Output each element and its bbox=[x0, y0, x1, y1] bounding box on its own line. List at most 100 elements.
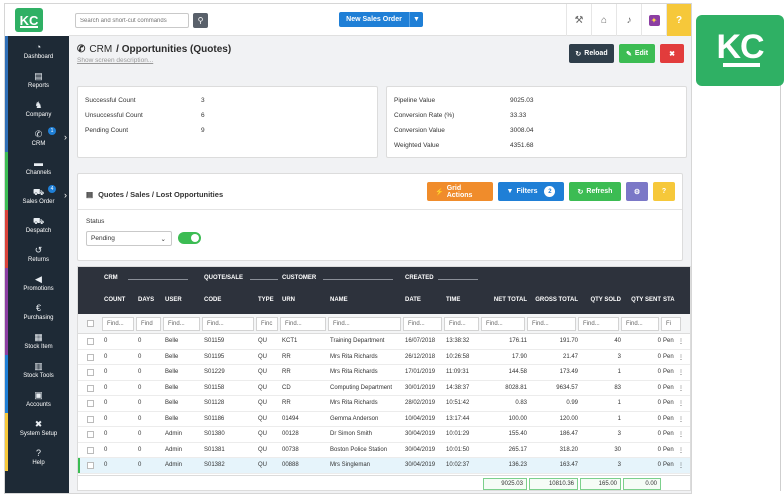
select-all-checkbox[interactable] bbox=[87, 320, 94, 327]
row-checkbox[interactable] bbox=[87, 353, 94, 361]
breadcrumb-crm[interactable]: CRM bbox=[89, 44, 113, 55]
table-row[interactable]: 0 0 Belle S01158 QU CD Computing Department 30/… bbox=[78, 381, 690, 396]
sidebar-item-crm[interactable]: ✆ CRM 1 › bbox=[5, 123, 69, 152]
sidebar-item-channels[interactable]: ▬ Channels bbox=[5, 152, 69, 181]
show-screen-description-link[interactable]: Show screen description... bbox=[77, 57, 154, 64]
column-header[interactable]: TIME bbox=[446, 297, 461, 303]
column-header[interactable]: STA bbox=[663, 297, 675, 303]
column-filter-input[interactable]: Find... bbox=[163, 317, 200, 331]
help-icon[interactable]: ? bbox=[666, 4, 691, 36]
column-header[interactable]: NAME bbox=[330, 297, 348, 303]
sidebar-item-reports[interactable]: ▤ Reports bbox=[5, 65, 69, 94]
column-header[interactable]: GROSS TOTAL bbox=[535, 297, 578, 303]
settings-button[interactable]: ⚙ bbox=[626, 182, 648, 201]
table-cell: 100.00 bbox=[508, 415, 527, 422]
table-cell: 0 bbox=[657, 400, 661, 406]
column-filter-input[interactable]: Find... bbox=[481, 317, 525, 331]
edit-button[interactable]: ✎ Edit bbox=[619, 44, 655, 63]
row-checkbox[interactable] bbox=[87, 431, 94, 438]
row-menu-icon[interactable]: ⋮ bbox=[678, 354, 684, 361]
sidebar-item-help[interactable]: ? Help bbox=[5, 442, 69, 471]
search-input[interactable] bbox=[75, 13, 189, 28]
section-help-button[interactable]: ? bbox=[653, 182, 675, 201]
row-checkbox[interactable] bbox=[87, 369, 94, 376]
chevron-down-icon[interactable]: ▼ bbox=[409, 12, 423, 27]
filters-button[interactable]: ▼ Filters 2 bbox=[498, 182, 564, 201]
column-filter-input[interactable]: Find... bbox=[280, 317, 326, 331]
search-icon[interactable]: ⚲ bbox=[193, 13, 208, 28]
stat-value: 33.33 bbox=[510, 112, 527, 119]
table-row[interactable]: 0 0 Admin S01380 QU 00128 Dr Simon Smith 30/04/… bbox=[78, 427, 690, 443]
row-checkbox[interactable] bbox=[87, 338, 94, 345]
table-cell: 83 bbox=[614, 384, 621, 391]
column-header[interactable]: URN bbox=[282, 297, 295, 303]
warehouse-icon[interactable]: ⌂ bbox=[591, 4, 616, 36]
column-filter-input[interactable]: Find... bbox=[578, 317, 619, 331]
table-row[interactable]: 0 0 Admin S01382 QU 00888 Mrs Singleman 30/04/2… bbox=[78, 458, 690, 474]
row-menu-icon[interactable]: ⋮ bbox=[678, 339, 684, 345]
hammer-icon[interactable]: ⚒ bbox=[566, 4, 591, 36]
row-menu-icon[interactable]: ⋮ bbox=[678, 370, 684, 376]
column-header[interactable]: QTY SOLD bbox=[590, 297, 621, 303]
row-checkbox[interactable] bbox=[87, 384, 94, 392]
row-menu-icon[interactable]: ⋮ bbox=[678, 432, 684, 438]
status-toggle[interactable] bbox=[178, 232, 201, 244]
sidebar-item-system-setup[interactable]: ✖ System Setup bbox=[5, 413, 69, 442]
sidebar-item-despatch[interactable]: ⛟ Despatch bbox=[5, 210, 69, 239]
table-cell: 10:02:37 bbox=[446, 462, 470, 468]
table-row[interactable]: 0 0 Belle S01186 QU 01494 Gemma Anderson 10/04/… bbox=[78, 412, 690, 427]
row-checkbox[interactable] bbox=[87, 400, 94, 407]
grid-actions-button[interactable]: ⚡ Grid Actions bbox=[427, 182, 493, 201]
sidebar-item-stock-item[interactable]: ▦ Stock Item bbox=[5, 326, 69, 355]
sidebar-item-returns[interactable]: ↺ Returns bbox=[5, 239, 69, 268]
sidebar-item-company[interactable]: ♞ Company bbox=[5, 94, 69, 123]
column-filter-input[interactable]: Find bbox=[136, 317, 161, 331]
sidebar-item-sales-order[interactable]: ⛟ Sales Order 4 › bbox=[5, 181, 69, 210]
sidebar-item-dashboard[interactable]: ◔ Dashboard bbox=[5, 36, 69, 65]
row-menu-icon[interactable]: ⋮ bbox=[678, 385, 684, 392]
table-row[interactable]: 0 0 Belle S01159 QU KCT1 Training Department 16… bbox=[78, 334, 690, 350]
bell-icon[interactable]: ♪ bbox=[616, 4, 641, 36]
column-filter-input[interactable]: Find... bbox=[444, 317, 479, 331]
sidebar-item-purchasing[interactable]: € Purchasing bbox=[5, 297, 69, 326]
column-filter-input[interactable]: Find... bbox=[621, 317, 659, 331]
row-menu-icon[interactable]: ⋮ bbox=[678, 463, 684, 469]
logo[interactable]: KC bbox=[5, 4, 69, 36]
column-filter-input[interactable]: Fi bbox=[661, 317, 681, 331]
column-filter-input[interactable]: Find... bbox=[102, 317, 134, 331]
sidebar-item-promotions[interactable]: ◀ Promotions bbox=[5, 268, 69, 297]
row-checkbox[interactable] bbox=[87, 446, 94, 454]
chevron-right-icon[interactable]: › bbox=[64, 190, 67, 200]
column-header[interactable]: DAYS bbox=[138, 297, 155, 303]
column-filter-input[interactable]: Find... bbox=[527, 317, 576, 331]
table-row[interactable]: 0 0 Belle S01128 QU RR Mrs Rita Richards 28/02/… bbox=[78, 396, 690, 412]
column-header[interactable]: CODE bbox=[204, 297, 222, 303]
chevron-right-icon[interactable]: › bbox=[64, 132, 67, 142]
column-filter-input[interactable]: Find... bbox=[328, 317, 401, 331]
column-filter-input[interactable]: Finc bbox=[256, 317, 278, 331]
row-checkbox[interactable] bbox=[87, 462, 94, 469]
column-filter-input[interactable]: Find... bbox=[403, 317, 442, 331]
row-menu-icon[interactable]: ⋮ bbox=[678, 447, 684, 454]
column-header[interactable]: COUNT bbox=[104, 297, 126, 303]
table-row[interactable]: 0 0 Belle S01229 QU RR Mrs Rita Richards 17/01/… bbox=[78, 365, 690, 381]
sidebar-item-accounts[interactable]: ▣ Accounts bbox=[5, 384, 69, 413]
gift-icon[interactable]: ✦ bbox=[641, 4, 666, 36]
new-sales-order-button[interactable]: New Sales Order ▼ bbox=[339, 12, 423, 27]
table-row[interactable]: 0 0 Belle S01195 QU RR Mrs Rita Richards 26/12/… bbox=[78, 350, 690, 365]
close-button[interactable]: ✖ bbox=[660, 44, 684, 63]
column-header[interactable]: DATE bbox=[405, 297, 421, 303]
column-header[interactable]: TYPE bbox=[258, 297, 274, 303]
row-menu-icon[interactable]: ⋮ bbox=[678, 401, 684, 407]
status-select[interactable]: Pending ⌄ bbox=[86, 231, 172, 246]
reload-button[interactable]: ↻ Reload bbox=[569, 44, 614, 63]
refresh-button[interactable]: ↻ Refresh bbox=[569, 182, 621, 201]
column-filter-input[interactable]: Find... bbox=[202, 317, 254, 331]
sidebar-item-stock-tools[interactable]: ▥ Stock Tools bbox=[5, 355, 69, 384]
row-checkbox[interactable] bbox=[87, 415, 94, 423]
row-menu-icon[interactable]: ⋮ bbox=[678, 416, 684, 423]
column-header[interactable]: QTY SENT bbox=[631, 297, 661, 303]
column-header[interactable]: NET TOTAL bbox=[493, 297, 527, 303]
column-header[interactable]: USER bbox=[165, 297, 182, 303]
table-row[interactable]: 0 0 Admin S01381 QU 00738 Boston Police Statio… bbox=[78, 443, 690, 458]
